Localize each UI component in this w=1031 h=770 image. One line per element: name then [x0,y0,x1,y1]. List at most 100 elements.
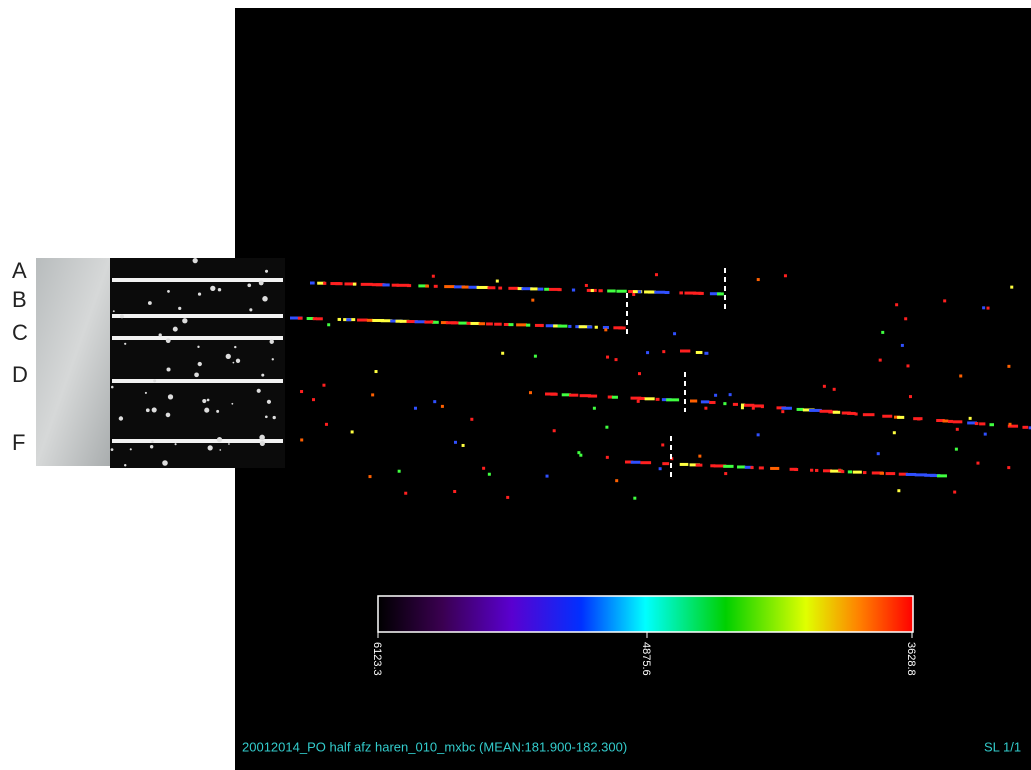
bw-speck [267,400,271,404]
noise-dot [441,405,444,408]
streak-dot [538,288,544,291]
streak-dot [680,463,689,466]
noise-dot [604,328,607,331]
noise-dot [1007,466,1010,469]
streak-dot [640,461,651,464]
streak-dot [833,411,840,414]
noise-dot [585,284,588,287]
streak-dot [645,397,655,400]
streak-dot [948,420,953,423]
bw-speck [265,270,268,273]
noise-dot [661,443,664,446]
bw-speck [111,386,114,389]
streak-dot [662,462,669,465]
bw-speck [208,445,213,450]
noise-dot [632,293,635,296]
bw-speck [193,258,198,263]
streak-dot [607,289,615,292]
noise-dot [531,299,534,302]
noise-dot [982,306,985,309]
bw-speck [159,333,162,336]
noise-dot [462,444,465,447]
streak-dot [810,469,813,472]
bw-speck [173,327,178,332]
bw-speck [217,437,222,442]
noise-dot [633,497,636,500]
noise-dot [909,395,912,398]
streak-dot [598,289,602,292]
noise-dot [501,352,504,355]
streak-dot [863,413,875,416]
noise-dot [432,275,435,278]
bw-speck [166,413,171,418]
bw-stripe [112,439,283,443]
bw-speck [120,314,124,318]
noise-dot [838,469,841,472]
streak-dot [841,470,845,473]
noise-dot [454,441,457,444]
streak-dot [637,397,645,400]
noise-dot [655,273,658,276]
noise-dot [638,372,641,375]
streak-dot [737,465,745,468]
streak-dot [723,465,733,468]
streak-dot [382,283,389,286]
noise-dot [724,472,727,475]
noise-dot [470,418,473,421]
streak-dot [680,350,690,353]
noise-dot [606,456,609,459]
streak-dot [470,322,479,325]
noise-dot [906,364,909,367]
noise-dot [904,317,907,320]
noise-dot [534,355,537,358]
streak-dot [761,405,764,408]
streak-dot [415,320,426,323]
streak-dot [759,466,764,469]
streak-dot [568,325,571,328]
noise-dot [453,490,456,493]
noise-dot [593,407,596,410]
bw-speck [272,358,274,360]
noise-dot [897,489,900,492]
noise-dot [529,391,532,394]
noise-dot [757,433,760,436]
streak-dot [557,288,561,291]
streak-dot [479,322,485,325]
noise-dot [659,467,662,470]
streak-dot [595,326,598,329]
streak-dot [631,461,641,464]
noise-dot [371,393,374,396]
bw-speck [182,318,187,323]
streak-dot [855,413,858,416]
noise-dot [895,303,898,306]
scene: A B C D F 6123.3 4875.6 3628.8 20012014_… [0,0,1031,770]
streak-dot [338,318,341,321]
noise-dot [698,455,701,458]
bw-speck [151,440,154,443]
noise-dot [300,438,303,441]
noise-dot [784,274,787,277]
streak-dot [298,317,303,320]
bw-speck [124,464,126,466]
noise-dot [901,344,904,347]
bw-speck [270,340,274,344]
streak-dot [612,396,618,399]
colorbar-label: 6123.3 [371,642,383,676]
streak-dot [425,285,429,288]
streak-dot [1022,426,1028,429]
bw-speck [219,449,221,451]
noise-dot [325,423,328,426]
streak-dot [699,292,704,295]
streak-dot [618,326,625,329]
streak-dot [880,472,884,475]
bw-speck [194,372,199,377]
bw-speck [236,359,240,363]
noise-dot [984,433,987,436]
row-label: A [12,258,27,283]
streak-dot [815,469,818,472]
noise-dot [729,393,732,396]
bw-speck [197,346,199,348]
noise-dot [322,384,325,387]
bw-stripe [112,336,283,340]
noise-dot [955,448,958,451]
